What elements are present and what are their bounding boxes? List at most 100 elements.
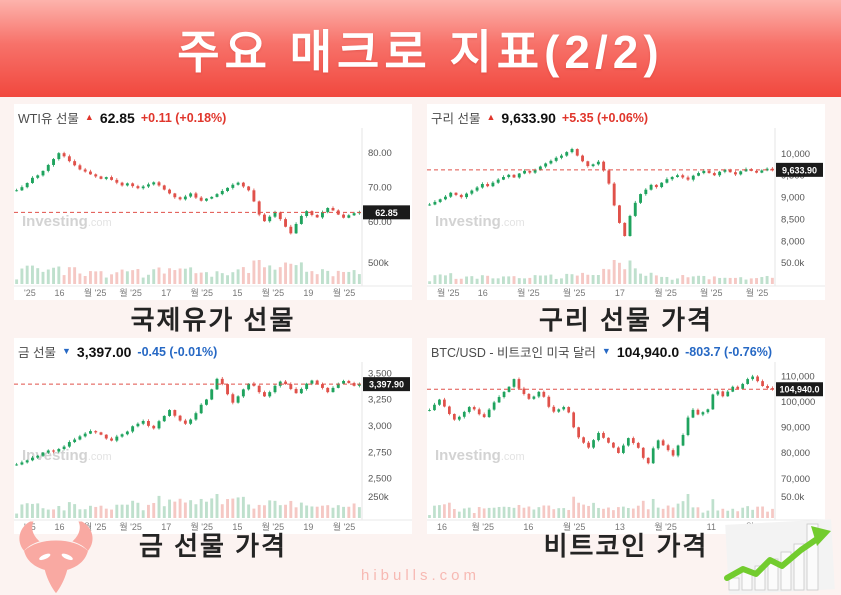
price-direction-icon: ▼ [61,346,71,356]
x-tick-label: 월 '25 [84,287,107,298]
x-tick-label: 월 '25 [191,521,214,532]
y-tick-label: 80.00 [368,148,392,159]
page-title: 주요 매크로 지표(2/2) [177,25,664,78]
x-tick-label: 월 '25 [333,521,356,532]
y-tick-label: 3,000 [368,421,392,432]
last-price: 9,633.90 [501,109,556,126]
y-tick-label: 9,000 [781,193,805,204]
last-price-tag-text: 3,397.90 [369,380,404,390]
x-tick-label: 13 [615,522,625,532]
price-change: +5.35 (+0.06%) [561,110,649,125]
price-change: -0.45 (-0.01%) [137,344,218,359]
price-direction-icon: ▼ [601,346,611,356]
y-tick-label: 90,000 [781,423,810,434]
y-tick-label: 2,750 [368,447,392,458]
chart-card-gold: 금 선물 ▼ 3,397.00 -0.45 (-0.01%) Investing… [14,338,412,534]
x-tick-label: 16 [437,522,447,532]
price-direction-icon: ▲ [84,112,94,122]
y-tick-label: 8,000 [781,236,805,247]
candlestick-chart-copper: Investing.com10,0009,5009,0008,5008,0005… [427,128,825,298]
chart-caption-gold: 금 선물 가격 [138,531,288,561]
x-tick-label: 16 [55,522,65,532]
x-tick-label: 월 '25 [654,287,677,298]
y-tick-label: 100,000 [781,397,815,408]
chart-caption-btc: 비트코인 가격 [543,531,709,561]
instrument-name: WTI유 선물 [18,112,79,126]
x-tick-label: 월 '25 [262,287,285,298]
instrument-name: 금 선물 [18,346,56,360]
x-tick-label: 17 [615,288,625,298]
last-price: 104,940.0 [616,343,680,360]
volume-axis-label: 500k [368,258,389,269]
price-direction-icon: ▲ [486,112,496,122]
investing-watermark: Investing.com [435,447,525,464]
chart-card-copper: 구리 선물 ▲ 9,633.90 +5.35 (+0.06%) Investin… [427,104,825,300]
volume-axis-label: 50.0k [781,258,804,269]
chart-header: 금 선물 ▼ 3,397.00 -0.45 (-0.01%) [14,338,412,362]
x-tick-label: '25 [24,288,36,298]
volume-axis-label: 50.0k [781,492,804,503]
bull-logo-icon [19,521,93,594]
x-tick-label: 월 '25 [191,287,214,298]
x-tick-label: 월 '25 [262,521,285,532]
candlestick-chart-btc: Investing.com 110,000 100,000 90,000 80,000 7… [427,362,825,532]
candlestick-chart-wti: Investing.com 80.00 70.00 60.00 500k 62.85 '25… [14,128,412,298]
x-tick-label: 15 [232,288,242,298]
y-tick-label: 60.00 [368,217,392,228]
x-tick-label: 16 [523,522,533,532]
last-price-tag-text: 62.85 [375,208,398,218]
instrument-name: BTC/USD - 비트코인 미국 달러 [431,346,596,360]
last-price: 3,397.00 [76,343,132,360]
x-tick-label: 11 [707,522,716,532]
x-tick-label: 월 '25 [333,287,356,298]
y-tick-label: 110,000 [781,371,815,382]
chart-card-btc: BTC/USD - 비트코인 미국 달러 ▼ 104,940.0 -803.7 … [427,338,825,534]
y-tick-label: 3,250 [368,395,392,406]
y-tick-label: 10,000 [781,149,810,160]
investing-watermark: Investing.com [22,213,112,230]
x-tick-label: 월 '25 [746,287,769,298]
x-tick-label: 월 '25 [563,287,586,298]
y-tick-label: 2,500 [368,474,392,485]
title-banner: 주요 매크로 지표(2/2) [0,0,841,97]
last-price-tag [363,205,410,220]
y-tick-label: 8,500 [781,214,805,225]
last-price-tag [776,382,823,397]
y-tick-label: 70,000 [781,474,810,485]
last-price-tag [363,377,410,392]
last-price-tag-text: 104,940.0 [779,385,819,395]
price-change: -803.7 (-0.76%) [685,344,772,359]
x-tick-label: 17 [161,288,171,298]
x-tick-label: 월 '25 [119,287,142,298]
x-tick-label: 17 [161,522,171,532]
x-tick-label: 월 '25 [700,287,723,298]
x-tick-label: 16 [55,288,65,298]
chart-header: WTI유 선물 ▲ 62.85 +0.11 (+0.18%) [14,104,412,128]
last-price-tag [776,162,823,177]
candlestick-chart-gold: Investing.com 3,500 3,250 3,000 2,750 2,500 25… [14,362,412,532]
chart-caption-wti: 국제유가 선물 [130,305,296,335]
y-tick-label: 70.00 [368,183,392,194]
x-tick-label: 월 '25 [517,287,540,298]
x-tick-label: 15 [232,522,242,532]
last-price: 62.85 [99,109,135,126]
volume-axis-label: 250k [368,492,389,503]
chart-header: 구리 선물 ▲ 9,633.90 +5.35 (+0.06%) [427,104,825,128]
chart-card-wti: WTI유 선물 ▲ 62.85 +0.11 (+0.18%) Investing… [14,104,412,300]
y-tick-label: 3,500 [368,368,392,379]
y-tick-label: 80,000 [781,448,810,459]
last-price-tag-text: 9,633.90 [782,165,817,175]
chart-caption-copper: 구리 선물 가격 [539,305,713,335]
investing-watermark: Investing.com [22,447,112,464]
price-change: +0.11 (+0.18%) [140,110,227,125]
growth-chart-icon [724,519,835,594]
x-tick-label: 월 '25 [437,287,460,298]
x-tick-label: 16 [478,288,488,298]
x-tick-label: 월 '25 [471,521,494,532]
x-tick-label: 월 '25 [654,521,677,532]
instrument-name: 구리 선물 [431,112,481,126]
site-watermark: hibulls.com [360,567,481,584]
x-tick-label: 월 '25 [563,521,586,532]
x-tick-label: 19 [303,522,313,532]
chart-header: BTC/USD - 비트코인 미국 달러 ▼ 104,940.0 -803.7 … [427,338,825,362]
